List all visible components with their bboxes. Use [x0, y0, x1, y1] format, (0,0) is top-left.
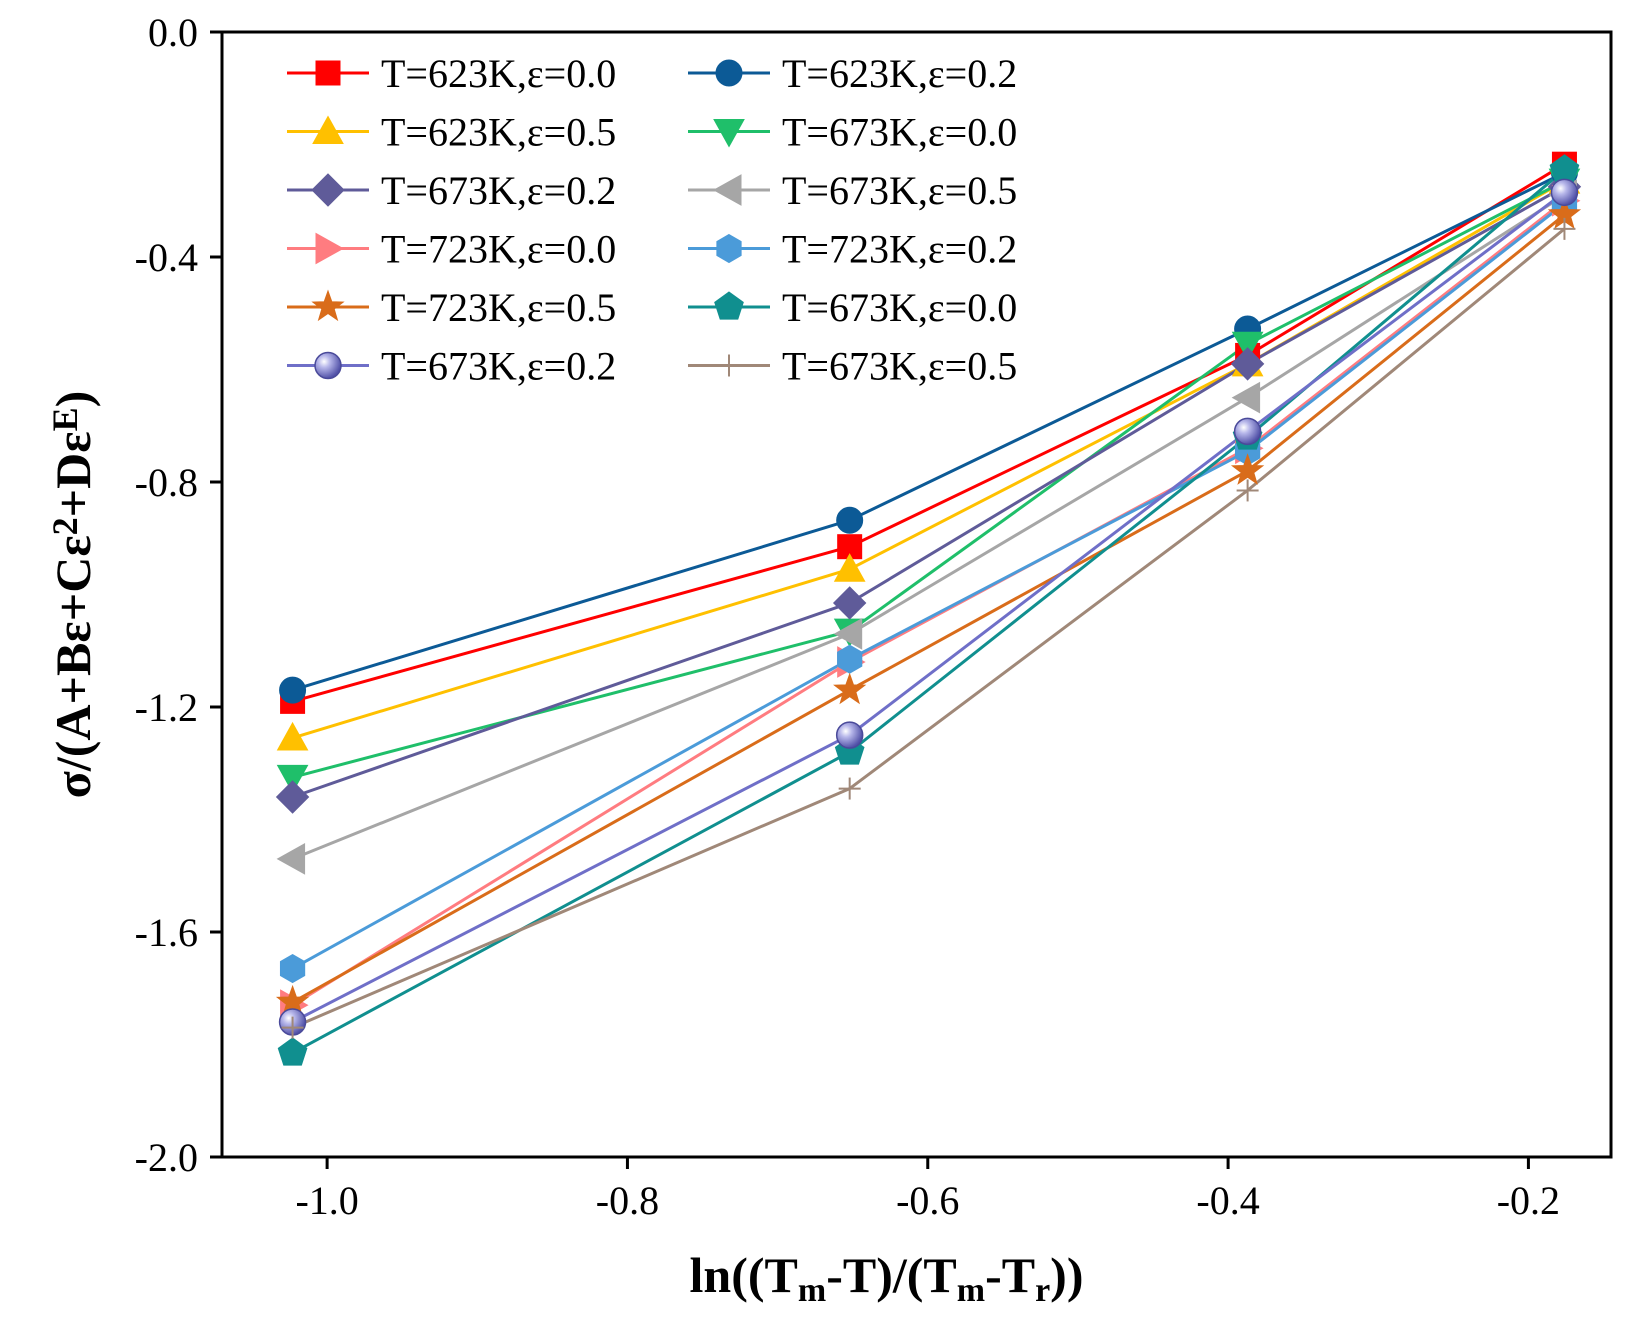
legend: T=623K,ε=0.0 T=623K,ε=0.2 T=623K,ε=0.5 T=67… — [287, 51, 1017, 389]
data-point-s6-p1 — [276, 843, 306, 875]
series-line-1 — [292, 162, 1566, 703]
plot-frame — [220, 30, 1613, 1159]
legend-marker — [315, 60, 341, 86]
legend-label: T=673K,ε=0.5 — [782, 168, 1017, 213]
y-axis-title: σ/(A+Bε+Cε2+DεE) — [45, 391, 101, 799]
data-point-s5-p2 — [832, 586, 867, 620]
legend-label: T=723K,ε=0.2 — [782, 227, 1017, 272]
series-layer — [275, 151, 1582, 1066]
legend-label: T=623K,ε=0.2 — [782, 51, 1017, 96]
data-point-s8-p1 — [279, 953, 306, 984]
series-line-5 — [292, 185, 1566, 799]
data-point-s12-p4 — [1553, 217, 1576, 240]
x-tick-label: -0.4 — [1196, 1178, 1259, 1223]
legend-item-7: T=723K,ε=0.0 — [287, 227, 616, 272]
data-point-s12-p3 — [1236, 479, 1259, 502]
legend-item-12: T=673K,ε=0.5 — [688, 344, 1017, 389]
legend-marker — [718, 354, 740, 377]
legend-marker — [714, 291, 744, 320]
legend-label: T=623K,ε=0.0 — [381, 51, 616, 96]
y-tick-label: -0.4 — [135, 235, 198, 280]
x-tick-label: -0.8 — [596, 1178, 659, 1223]
legend-label: T=673K,ε=0.0 — [782, 110, 1017, 155]
legend-item-11: T=673K,ε=0.2 — [287, 344, 616, 389]
legend-marker — [311, 173, 345, 207]
legend-item-1: T=623K,ε=0.0 — [287, 51, 616, 96]
legend-label: T=673K,ε=0.5 — [782, 344, 1017, 389]
legend-marker — [712, 174, 742, 206]
data-point-s6-p3 — [1231, 381, 1261, 414]
legend-label: T=673K,ε=0.2 — [381, 168, 616, 213]
legend-label: T=623K,ε=0.5 — [381, 110, 616, 155]
data-point-s11-p4 — [1550, 178, 1579, 207]
data-point-s4-p1 — [276, 764, 309, 794]
data-point-s3-p2 — [833, 553, 866, 582]
legend-item-6: T=673K,ε=0.5 — [688, 168, 1017, 213]
data-point-s5-p1 — [275, 780, 310, 814]
series-line-2 — [292, 171, 1566, 692]
series-line-12 — [292, 227, 1566, 1029]
y-tick-label: -2.0 — [135, 1135, 198, 1180]
y-tick-label: -1.2 — [135, 685, 198, 730]
legend-item-5: T=673K,ε=0.2 — [287, 168, 616, 213]
series-line-6 — [292, 193, 1566, 861]
data-point-s2-p1 — [279, 676, 307, 704]
y-tick-label: -1.6 — [135, 910, 198, 955]
data-point-s6-p2 — [833, 618, 863, 650]
legend-label: T=723K,ε=0.0 — [381, 227, 616, 272]
data-point-s11-p2 — [835, 721, 864, 749]
legend-item-2: T=623K,ε=0.2 — [688, 51, 1017, 96]
legend-marker — [716, 233, 742, 264]
legend-item-3: T=623K,ε=0.5 — [287, 110, 616, 155]
series-line-9 — [291, 213, 1566, 1004]
y-tick-label: 0.0 — [148, 10, 198, 55]
legend-item-8: T=723K,ε=0.2 — [688, 227, 1017, 272]
legend-item-9: T=723K,ε=0.5 — [287, 285, 616, 330]
series-line-4 — [292, 179, 1566, 779]
axes: 0.0 -0.4 -0.8 -1.2 -1.6 -2.0 -1.0 -0.8 -0.6 -0.4 -… — [135, 10, 1613, 1223]
legend-item-4: T=673K,ε=0.0 — [688, 110, 1017, 155]
x-tick-label: -0.2 — [1497, 1178, 1560, 1223]
series-line-10 — [291, 168, 1566, 1055]
legend-label: T=723K,ε=0.5 — [381, 285, 616, 330]
legend-marker — [314, 351, 342, 380]
y-tick-label: -0.8 — [135, 460, 198, 505]
data-point-s12-p2 — [838, 777, 861, 800]
series-line-3 — [292, 179, 1566, 740]
legend-marker — [715, 59, 743, 87]
data-point-s9-p3 — [1230, 453, 1265, 485]
series-line-8 — [291, 202, 1566, 970]
data-point-s5-p3 — [1230, 347, 1265, 381]
legend-marker — [315, 232, 345, 265]
data-point-s10-p1 — [277, 1037, 308, 1066]
data-point-s11-p3 — [1233, 417, 1262, 446]
legend-marker — [312, 115, 344, 144]
data-point-s12-p1 — [281, 1016, 304, 1039]
x-axis-title: ln((Tm-T)/(Tm-Tr)) — [690, 1247, 1084, 1309]
series-line-11 — [291, 191, 1566, 1024]
legend-item-10: T=673K,ε=0.0 — [688, 285, 1017, 330]
data-point-s9-p2 — [833, 672, 867, 705]
data-point-s3-p1 — [276, 721, 309, 751]
legend-marker — [713, 119, 745, 148]
x-tick-label: -1.0 — [295, 1178, 358, 1223]
legend-label: T=673K,ε=0.2 — [381, 344, 616, 389]
data-point-s4-p3 — [1231, 331, 1264, 361]
legend-label: T=673K,ε=0.0 — [782, 285, 1017, 330]
data-point-s2-p2 — [836, 506, 864, 534]
legend-marker — [311, 289, 345, 322]
x-tick-label: -0.6 — [896, 1178, 959, 1223]
